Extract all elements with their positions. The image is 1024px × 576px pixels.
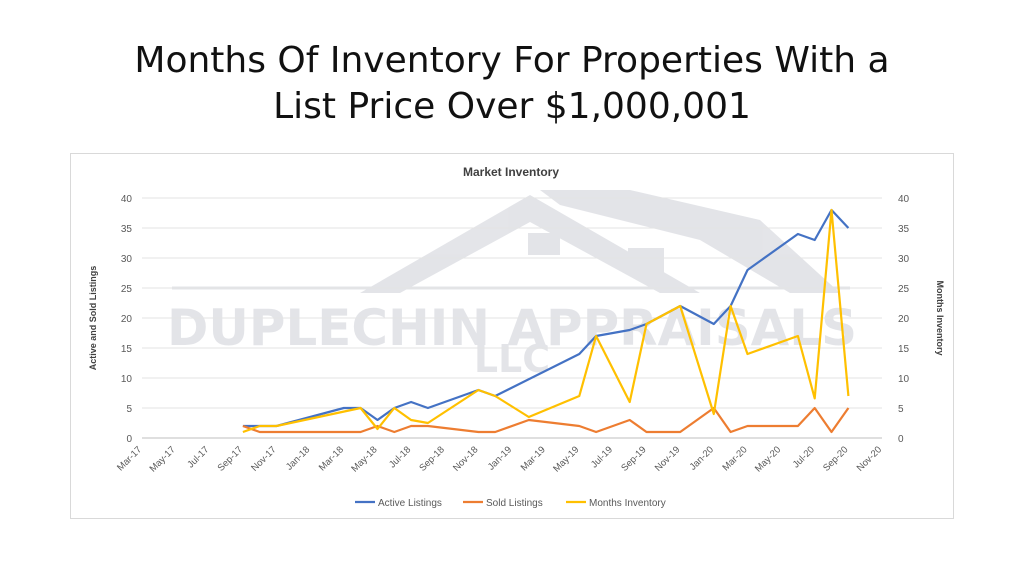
x-tick-label: May-20 xyxy=(753,444,783,474)
watermark-house-right-roof xyxy=(540,190,840,293)
y-axis-right-ticks: 0 5 10 15 20 25 30 35 40 xyxy=(898,194,910,445)
x-tick-label: Nov-19 xyxy=(653,444,682,473)
x-axis-ticks: Mar-17 May-17 Jul-17 Sep-17 Nov-17 Jan-18 Mar-… xyxy=(115,444,884,474)
legend-label-sold-listings: Sold Listings xyxy=(486,498,543,509)
x-tick-label: Sep-20 xyxy=(821,444,850,473)
watermark-text-line-2: LLC xyxy=(474,337,550,381)
y-tick-label-left: 40 xyxy=(121,194,133,205)
x-tick-label: May-17 xyxy=(148,444,178,474)
y-tick-label-right: 35 xyxy=(898,224,910,235)
y-tick-label-right: 10 xyxy=(898,374,910,385)
series-line-months-inventory xyxy=(242,208,850,434)
x-tick-label: Jul-17 xyxy=(185,444,211,470)
watermark-window-right xyxy=(628,248,664,274)
y-tick-label-right: 25 xyxy=(898,284,910,295)
x-tick-label: Sep-19 xyxy=(619,444,648,473)
y-tick-label-right: 30 xyxy=(898,254,910,265)
y-tick-label-left: 5 xyxy=(126,404,132,415)
slide-title: Months Of Inventory For Properties With … xyxy=(0,38,1024,130)
slide-title-line-1: Months Of Inventory For Properties With … xyxy=(134,40,890,81)
chart-title: Market Inventory xyxy=(463,165,559,179)
x-tick-label: Sep-17 xyxy=(216,444,245,473)
legend-label-months-inventory: Months Inventory xyxy=(589,498,666,509)
x-tick-label: Jul-18 xyxy=(387,444,413,470)
gridlines xyxy=(142,197,882,439)
y-tick-label-right: 0 xyxy=(898,434,904,445)
y-tick-label-left: 35 xyxy=(121,224,133,235)
series-line-active-listings xyxy=(242,208,850,428)
chart-frame xyxy=(70,153,954,519)
y-tick-label-right: 20 xyxy=(898,314,910,325)
x-tick-label: Mar-18 xyxy=(317,444,346,473)
y-tick-label-left: 20 xyxy=(121,314,133,325)
x-tick-label: Jul-19 xyxy=(589,444,615,470)
watermark-house-left-roof xyxy=(360,195,700,293)
series-lines xyxy=(242,208,850,434)
y-tick-label-left: 30 xyxy=(121,254,133,265)
x-tick-label: Nov-18 xyxy=(451,444,480,473)
y-tick-label-right: 5 xyxy=(898,404,904,415)
y-tick-label-right: 15 xyxy=(898,344,910,355)
x-tick-label: Jan-20 xyxy=(688,444,716,472)
legend-label-active-listings: Active Listings xyxy=(378,498,442,509)
y-axis-right-label: Months Inventory xyxy=(935,280,945,355)
watermark-text-line-1: DUPLECHIN APPRAISALS xyxy=(167,299,857,357)
x-tick-label: May-18 xyxy=(349,444,379,474)
y-tick-label-right: 40 xyxy=(898,194,910,205)
series-line-sold-listings xyxy=(242,406,850,434)
x-tick-label: Nov-17 xyxy=(249,444,278,473)
x-tick-label: May-19 xyxy=(551,444,581,474)
x-tick-label: Sep-18 xyxy=(417,444,446,473)
watermark-window-left xyxy=(528,233,560,255)
x-tick-label: Nov-20 xyxy=(855,444,884,473)
x-tick-label: Jan-19 xyxy=(486,444,514,472)
y-tick-label-left: 15 xyxy=(121,344,133,355)
y-tick-label-left: 0 xyxy=(126,434,132,445)
x-tick-label: Mar-20 xyxy=(721,444,750,473)
y-tick-label-left: 25 xyxy=(121,284,133,295)
slide-title-line-2: List Price Over $1,000,001 xyxy=(273,86,751,127)
x-tick-label: Mar-17 xyxy=(115,444,144,473)
x-tick-label: Jan-18 xyxy=(284,444,312,472)
y-tick-label-left: 10 xyxy=(121,374,133,385)
y-axis-left-ticks: 0 5 10 15 20 25 30 35 40 xyxy=(121,194,133,445)
legend: Active Listings Sold Listings Months Inven… xyxy=(355,498,666,509)
x-tick-label: Mar-19 xyxy=(519,444,548,473)
x-tick-label: Jul-20 xyxy=(791,444,817,470)
y-axis-left-label: Active and Sold Listings xyxy=(88,266,98,371)
